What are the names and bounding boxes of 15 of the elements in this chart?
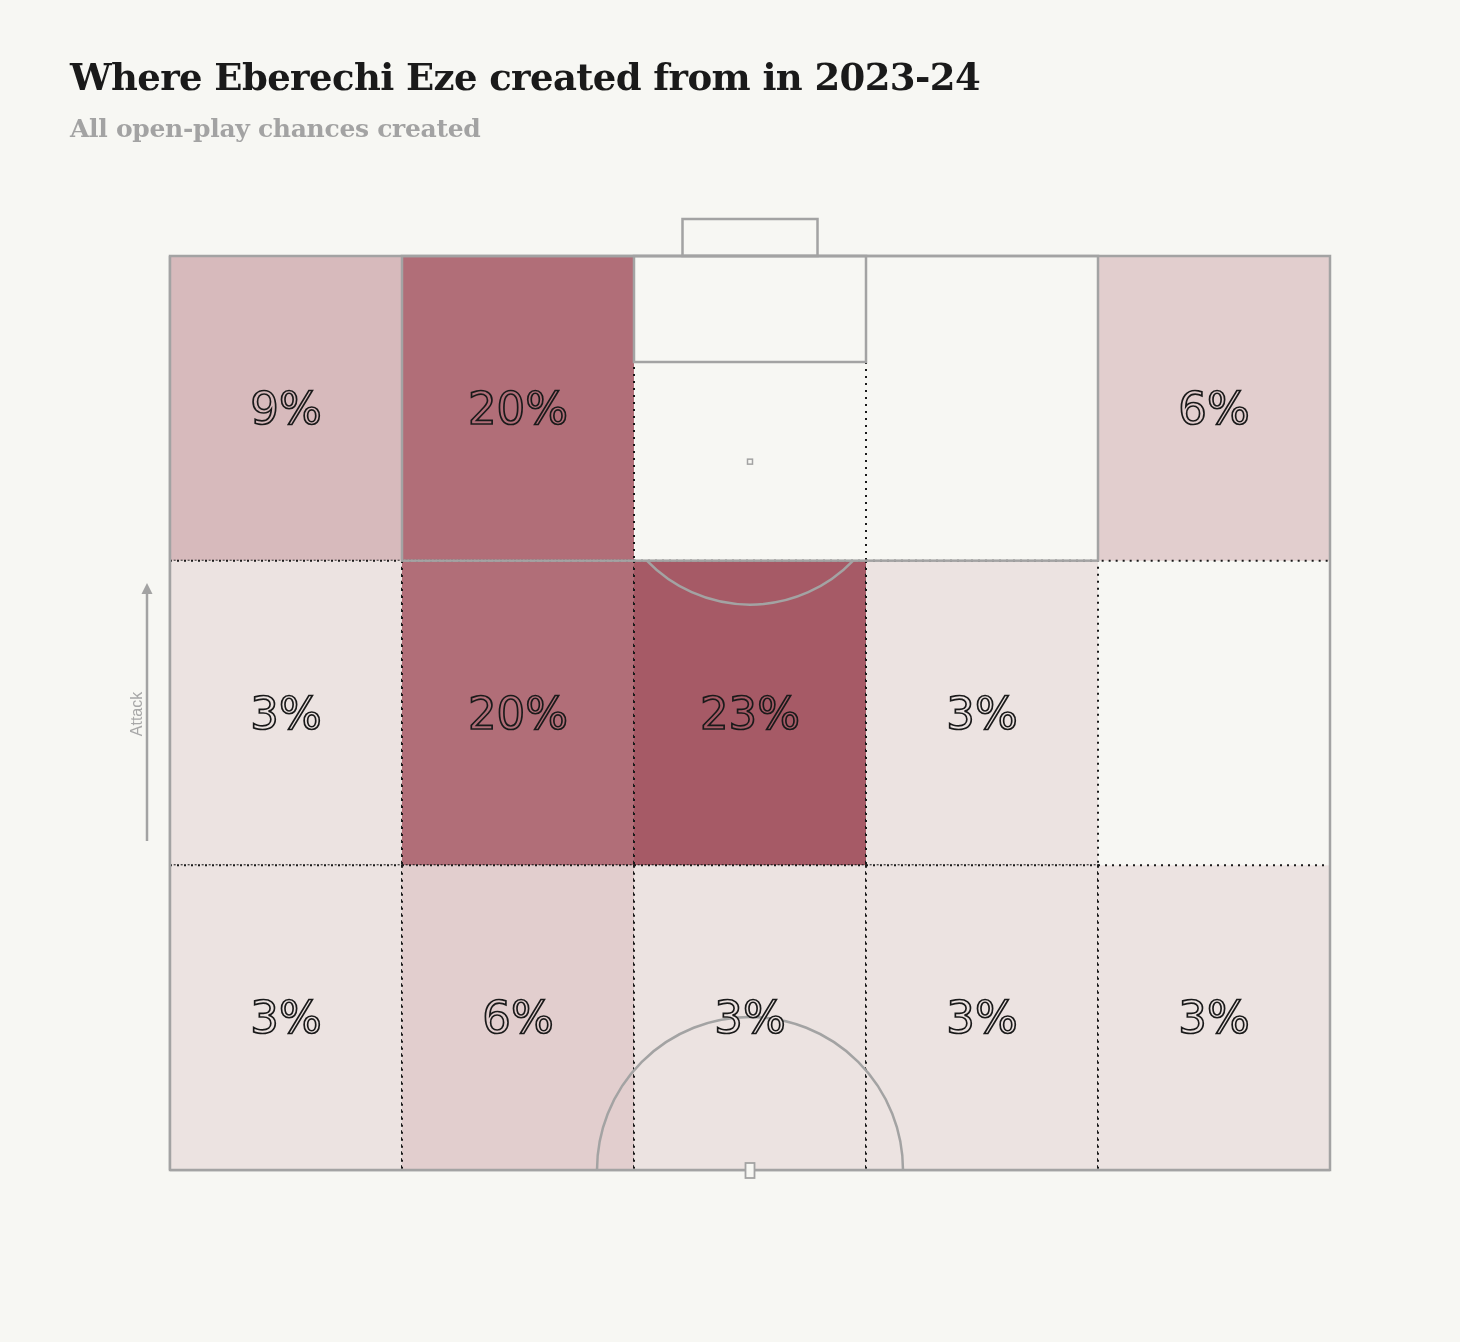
data-label: 23% (699, 686, 801, 740)
data-label: 6% (1178, 381, 1250, 435)
data-label: 20% (467, 686, 569, 740)
y-axis-title: Attack (127, 690, 145, 737)
data-label: 9% (250, 381, 322, 435)
data-label: 6% (482, 991, 554, 1045)
chart-title: Where Eberechi Eze created from in 2023-24 (70, 55, 981, 99)
data-label: 3% (250, 686, 322, 740)
data-label: 3% (714, 991, 786, 1045)
data-label: 3% (250, 991, 322, 1045)
data-label: 3% (1178, 991, 1250, 1045)
chart-subtitle: All open-play chances created (70, 114, 481, 143)
data-label: 20% (467, 381, 569, 435)
data-label: 3% (946, 686, 1018, 740)
data-label: 3% (946, 991, 1018, 1045)
